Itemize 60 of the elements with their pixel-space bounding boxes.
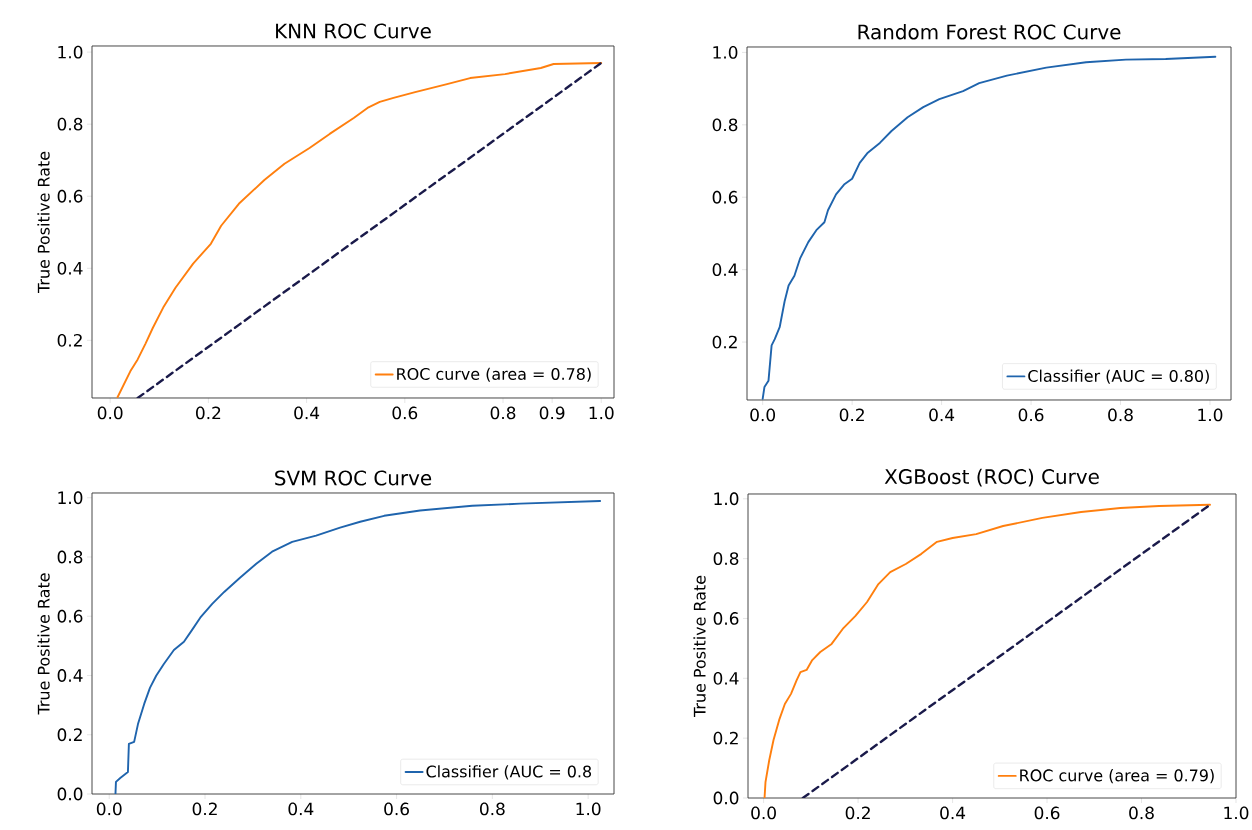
x-tick-label: 0.0 (751, 806, 776, 820)
legend-label: ROC curve (area = 0.79) (1020, 769, 1214, 784)
x-tick-label: 0.8 (480, 802, 505, 816)
y-tick-label: 0.4 (57, 261, 83, 275)
x-tick-label: 0.4 (288, 802, 314, 816)
y-tick-label: 0.4 (713, 671, 739, 685)
y-axis-title: True Positive Rate (37, 573, 50, 715)
y-tick-label: 0.0 (713, 791, 739, 805)
x-tick-label: 0.9 (539, 406, 565, 420)
x-tick-label: 0.4 (940, 806, 966, 820)
y-tick-label: 0.6 (713, 612, 739, 625)
chart-title: XGBoost (ROC) Curve (884, 468, 1099, 487)
legend-label: Classifier (AUC = 0.8 (426, 765, 592, 780)
y-tick-label: 0.4 (57, 669, 83, 682)
y-tick-label: 1.0 (58, 491, 83, 505)
y-tick-label: 0.6 (57, 189, 83, 203)
y-tick-label: 0.0 (57, 787, 83, 801)
x-tick-label: 1.0 (1224, 806, 1249, 820)
y-tick-label: 0.2 (712, 335, 737, 349)
y-tick-label: 1.0 (714, 492, 739, 506)
x-tick-label: 1.0 (576, 802, 601, 816)
y-tick-label: 0.2 (713, 731, 738, 745)
y-tick-label: 0.4 (712, 263, 738, 277)
y-axis-title: True Positive Rate (693, 575, 706, 718)
x-tick-label: 0.0 (97, 406, 123, 420)
x-tick-label: 0.4 (294, 406, 320, 420)
y-tick-label: 0.6 (57, 609, 83, 623)
chart-title: SVM ROC Curve (275, 470, 432, 486)
x-tick-label: 0.0 (750, 408, 776, 422)
y-tick-label: 0.8 (57, 117, 83, 131)
chart-title: Random Forest ROC Curve (858, 24, 1121, 40)
y-tick-label: 1.0 (58, 45, 83, 59)
x-tick-label: 0.2 (196, 406, 221, 420)
x-tick-label: 0.8 (1129, 806, 1154, 820)
y-tick-label: 0.8 (712, 118, 738, 132)
legend-label: ROC curve (area = 0.78) (397, 367, 591, 382)
chart-title: KNN ROC Curve (276, 23, 431, 39)
x-tick-label: 0.6 (392, 406, 418, 420)
x-tick-label: 0.8 (1108, 408, 1133, 422)
line-series (761, 55, 1217, 400)
x-tick-label: 0.0 (96, 802, 122, 816)
y-tick-label: 0.2 (57, 333, 82, 347)
y-axis-title: True Positive Rate (37, 151, 50, 294)
x-tick-label: 0.2 (839, 408, 864, 422)
y-tick-label: 0.6 (712, 190, 738, 204)
x-tick-label: 0.2 (192, 802, 217, 816)
x-tick-label: 1.0 (1198, 408, 1223, 422)
x-tick-label: 0.6 (384, 802, 409, 816)
y-tick-label: 0.8 (57, 550, 83, 564)
line-series (114, 500, 602, 794)
y-tick-label: 0.8 (713, 552, 739, 566)
y-tick-label: 1.0 (713, 46, 738, 59)
legend-label: Classifier (AUC = 0.80) (1028, 369, 1209, 384)
x-tick-label: 0.8 (490, 406, 516, 420)
x-tick-label: 0.6 (1018, 408, 1044, 422)
x-tick-label: 0.2 (845, 806, 870, 820)
y-tick-label: 0.2 (57, 728, 82, 742)
x-tick-label: 0.6 (1034, 806, 1060, 820)
x-tick-label: 1.0 (589, 406, 614, 420)
x-tick-label: 0.4 (929, 408, 955, 422)
